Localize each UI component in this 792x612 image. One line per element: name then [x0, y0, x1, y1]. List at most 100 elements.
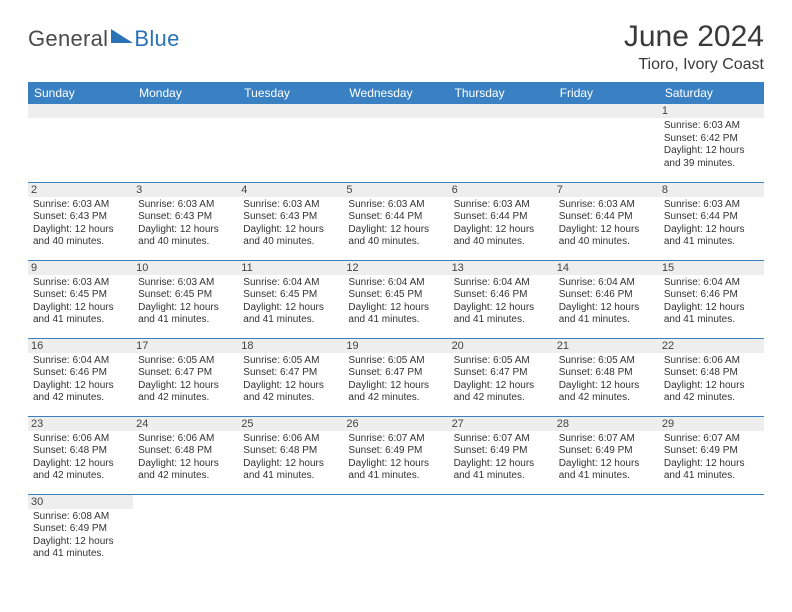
- sunrise-line: Sunrise: 6:05 AM: [138, 355, 233, 368]
- day-number: 1: [659, 104, 764, 118]
- calendar-day-cell: 4Sunrise: 6:03 AMSunset: 6:43 PMDaylight…: [238, 182, 343, 260]
- day-number: 10: [133, 261, 238, 275]
- day-number: 30: [28, 495, 133, 509]
- day-number: 5: [343, 183, 448, 197]
- empty-day-header: [343, 104, 448, 118]
- weekday-header: Friday: [554, 82, 659, 104]
- weekday-header: Tuesday: [238, 82, 343, 104]
- calendar-day-cell: 17Sunrise: 6:05 AMSunset: 6:47 PMDayligh…: [133, 338, 238, 416]
- calendar-day-cell: [133, 494, 238, 572]
- daylight-line: Daylight: 12 hours and 40 minutes.: [348, 224, 443, 249]
- calendar-day-cell: [343, 104, 448, 182]
- sunrise-line: Sunrise: 6:03 AM: [454, 199, 549, 212]
- calendar-day-cell: 21 Sunrise: 6:05 AMSunset: 6:48 PMDayligh…: [554, 338, 659, 416]
- sunrise-line: Sunrise: 6:03 AM: [559, 199, 654, 212]
- sunset-line: Sunset: 6:45 PM: [243, 289, 338, 302]
- day-number: 23: [28, 417, 133, 431]
- sunset-line: Sunset: 6:49 PM: [664, 445, 759, 458]
- calendar-day-cell: 11Sunrise: 6:04 AMSunset: 6:45 PMDayligh…: [238, 260, 343, 338]
- day-number: 9: [28, 261, 133, 275]
- calendar-day-cell: 14Sunrise: 6:04 AMSunset: 6:46 PMDayligh…: [554, 260, 659, 338]
- empty-day-header: [133, 104, 238, 118]
- calendar-table: Sunday Monday Tuesday Wednesday Thursday…: [28, 82, 764, 572]
- daylight-line: Daylight: 12 hours and 40 minutes.: [559, 224, 654, 249]
- sunrise-line: Sunrise: 6:06 AM: [138, 433, 233, 446]
- calendar-day-cell: [238, 494, 343, 572]
- sunrise-line: Sunrise: 6:05 AM: [559, 355, 654, 368]
- sunset-line: Sunset: 6:44 PM: [664, 211, 759, 224]
- calendar-day-cell: 29Sunrise: 6:07 AMSunset: 6:49 PMDayligh…: [659, 416, 764, 494]
- sunrise-line: Sunrise: 6:07 AM: [454, 433, 549, 446]
- day-number: 2: [28, 183, 133, 197]
- sunrise-line: Sunrise: 6:04 AM: [559, 277, 654, 290]
- sunset-line: Sunset: 6:49 PM: [33, 523, 128, 536]
- sunrise-line: Sunrise: 6:06 AM: [243, 433, 338, 446]
- empty-day-header: [554, 104, 659, 118]
- calendar-day-cell: [133, 104, 238, 182]
- sunrise-line: Sunrise: 6:07 AM: [348, 433, 443, 446]
- day-number: 28: [554, 417, 659, 431]
- calendar-day-cell: 15Sunrise: 6:04 AMSunset: 6:46 PMDayligh…: [659, 260, 764, 338]
- sunset-line: Sunset: 6:49 PM: [348, 445, 443, 458]
- sunset-line: Sunset: 6:48 PM: [243, 445, 338, 458]
- sunrise-line: Sunrise: 6:03 AM: [664, 199, 759, 212]
- daylight-line: Daylight: 12 hours and 40 minutes.: [243, 224, 338, 249]
- sunrise-line: Sunrise: 6:06 AM: [664, 355, 759, 368]
- logo: General Blue: [28, 26, 180, 52]
- sunset-line: Sunset: 6:49 PM: [454, 445, 549, 458]
- daylight-line: Daylight: 12 hours and 42 minutes.: [138, 458, 233, 483]
- calendar-week-row: 2Sunrise: 6:03 AMSunset: 6:43 PMDaylight…: [28, 182, 764, 260]
- daylight-line: Daylight: 12 hours and 41 minutes.: [348, 458, 443, 483]
- logo-triangle-icon: [111, 29, 133, 43]
- day-number: 17: [133, 339, 238, 353]
- logo-text-blue: Blue: [134, 26, 179, 52]
- sunset-line: Sunset: 6:49 PM: [559, 445, 654, 458]
- sunset-line: Sunset: 6:48 PM: [138, 445, 233, 458]
- sunset-line: Sunset: 6:44 PM: [454, 211, 549, 224]
- weekday-header: Sunday: [28, 82, 133, 104]
- calendar-day-cell: [554, 104, 659, 182]
- sunset-line: Sunset: 6:45 PM: [33, 289, 128, 302]
- calendar-day-cell: 9Sunrise: 6:03 AMSunset: 6:45 PMDaylight…: [28, 260, 133, 338]
- sunset-line: Sunset: 6:48 PM: [559, 367, 654, 380]
- empty-day-header: [28, 104, 133, 118]
- day-number: 29: [659, 417, 764, 431]
- sunrise-line: Sunrise: 6:03 AM: [138, 199, 233, 212]
- sunset-line: Sunset: 6:47 PM: [348, 367, 443, 380]
- calendar-day-cell: 7Sunrise: 6:03 AMSunset: 6:44 PMDaylight…: [554, 182, 659, 260]
- daylight-line: Daylight: 12 hours and 42 minutes.: [33, 458, 128, 483]
- weekday-header: Wednesday: [343, 82, 448, 104]
- calendar-day-cell: [238, 104, 343, 182]
- sunrise-line: Sunrise: 6:03 AM: [348, 199, 443, 212]
- daylight-line: Daylight: 12 hours and 41 minutes.: [33, 302, 128, 327]
- sunset-line: Sunset: 6:44 PM: [348, 211, 443, 224]
- calendar-day-cell: [554, 494, 659, 572]
- calendar-day-cell: 25Sunrise: 6:06 AMSunset: 6:48 PMDayligh…: [238, 416, 343, 494]
- sunset-line: Sunset: 6:44 PM: [559, 211, 654, 224]
- calendar-day-cell: 30Sunrise: 6:08 AMSunset: 6:49 PMDayligh…: [28, 494, 133, 572]
- weekday-header-row: Sunday Monday Tuesday Wednesday Thursday…: [28, 82, 764, 104]
- sunset-line: Sunset: 6:46 PM: [559, 289, 654, 302]
- daylight-line: Daylight: 12 hours and 41 minutes.: [664, 224, 759, 249]
- location-label: Tioro, Ivory Coast: [624, 56, 764, 74]
- daylight-line: Daylight: 12 hours and 41 minutes.: [664, 458, 759, 483]
- sunset-line: Sunset: 6:45 PM: [348, 289, 443, 302]
- sunset-line: Sunset: 6:43 PM: [243, 211, 338, 224]
- day-number: 14: [554, 261, 659, 275]
- day-number: 11: [238, 261, 343, 275]
- day-number: 21: [554, 339, 659, 353]
- daylight-line: Daylight: 12 hours and 41 minutes.: [348, 302, 443, 327]
- daylight-line: Daylight: 12 hours and 42 minutes.: [664, 380, 759, 405]
- calendar-week-row: 16Sunrise: 6:04 AMSunset: 6:46 PMDayligh…: [28, 338, 764, 416]
- sunset-line: Sunset: 6:43 PM: [138, 211, 233, 224]
- calendar-week-row: 1Sunrise: 6:03 AMSunset: 6:42 PMDaylight…: [28, 104, 764, 182]
- daylight-line: Daylight: 12 hours and 42 minutes.: [559, 380, 654, 405]
- calendar-day-cell: 26Sunrise: 6:07 AMSunset: 6:49 PMDayligh…: [343, 416, 448, 494]
- calendar-day-cell: 5 Sunrise: 6:03 AMSunset: 6:44 PMDaylight…: [343, 182, 448, 260]
- sunrise-line: Sunrise: 6:04 AM: [33, 355, 128, 368]
- sunrise-line: Sunrise: 6:04 AM: [454, 277, 549, 290]
- sunset-line: Sunset: 6:46 PM: [664, 289, 759, 302]
- calendar-day-cell: [28, 104, 133, 182]
- sunrise-line: Sunrise: 6:06 AM: [33, 433, 128, 446]
- month-title: June 2024: [624, 20, 764, 54]
